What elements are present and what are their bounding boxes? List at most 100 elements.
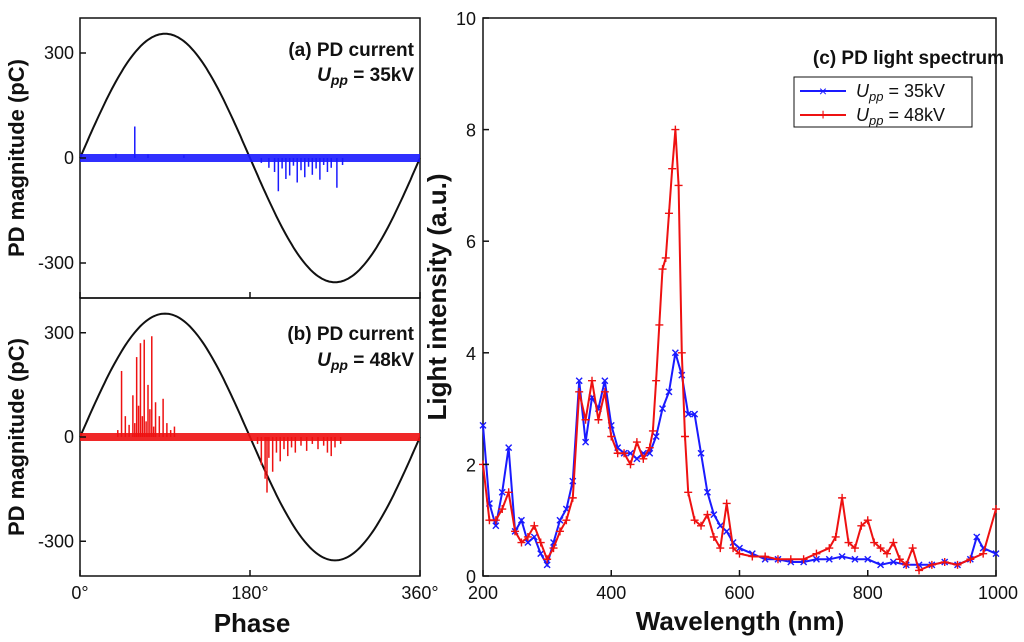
spectrum-series-1-point-64	[895, 555, 904, 564]
spectrum-series-1-point-60	[870, 538, 879, 547]
phase-xlabel: Phase	[214, 608, 291, 638]
spectrum-series-0-point-9	[537, 550, 545, 558]
spectrum-series-1-point-14	[568, 493, 577, 502]
spectrum-series-1-point-66	[908, 544, 917, 553]
panel-b-xtick-label-1: 180°	[231, 583, 268, 603]
spectrum-series-0-point-59	[973, 533, 981, 541]
panel-c-ytick-label-2: 4	[466, 344, 476, 364]
spectrum-series-1-point-67	[915, 566, 924, 575]
spectrum-series-1-point-71	[966, 555, 975, 564]
panel-a-title: (a) PD current	[288, 40, 414, 61]
panel-b-title: (b) PD current	[287, 324, 414, 345]
panel-c-xtick-label-1: 400	[596, 583, 626, 603]
spectrum-series-1-point-39	[690, 516, 699, 525]
panel-c-xtick-label-4: 1000	[978, 583, 1018, 603]
spectrum-series-1-point-28	[652, 376, 661, 385]
panel-a-pd-current-35kv: -300 0 300 (a) PD current Upp = 35kV PD ma…	[4, 17, 421, 299]
panel-a-subtitle: Upp = 35kV	[317, 65, 414, 88]
spectrum-series-1-point-9	[536, 538, 545, 547]
panel-c-xlabel: Wavelength (nm)	[636, 606, 844, 636]
legend-48kv-sub: pp	[868, 113, 883, 128]
spectrum-series-1-point-26	[645, 443, 654, 452]
spectrum-series-0-point-7	[524, 539, 532, 547]
panel-b-pulses	[80, 336, 420, 493]
panel-b-subtitle: Upp = 48kV	[317, 350, 414, 373]
spectrum-series-1-point-52	[812, 549, 821, 558]
spectrum-series-1-point-42	[709, 532, 718, 541]
panel-b-subtitle-var: U	[317, 350, 332, 371]
spectrum-series-1-point-6	[517, 538, 526, 547]
spectrum-series-0-point-33	[691, 410, 699, 418]
spectrum-series-0-point-29	[665, 388, 673, 396]
spectrum-series-0-point-2	[492, 522, 500, 530]
spectrum-series-1-point-31	[661, 253, 670, 262]
spectrum-series-0-point-12	[556, 516, 564, 524]
panel-b-ytick-label-0: -300	[38, 531, 74, 551]
panel-c-light-spectrum: 0 2 4 6 8 10 200 400 600 800 1000 Wavelength (nm)…	[422, 9, 1018, 636]
panel-a-ytick-label-1: 0	[64, 148, 74, 168]
spectrum-series-0-point-6	[517, 516, 525, 524]
spectrum-series-0-point-38	[723, 527, 731, 535]
spectrum-series-1-point-57	[850, 544, 859, 553]
panel-c-xtick-label-2: 600	[724, 583, 754, 603]
spectrum-series-1-point-8	[530, 521, 539, 530]
spectrum-series-1-point-72	[979, 549, 988, 558]
panel-c-ytick-label-5: 10	[456, 9, 476, 29]
spectrum-series-0-point-61	[992, 550, 1000, 558]
spectrum-series-1-point-3	[498, 505, 507, 514]
spectrum-series-1-point-24	[632, 438, 641, 447]
legend-35kv-marker: ×	[819, 83, 827, 99]
spectrum-series-1-point-49	[773, 555, 782, 564]
legend-48kv-var: U	[856, 105, 870, 125]
spectrum-series-1-line	[482, 129, 997, 572]
spectrum-series-1-point-29	[655, 320, 664, 329]
spectrum-series-1-point-53	[825, 544, 834, 553]
spectrum-series-0-point-8	[530, 533, 538, 541]
spectrum-series-1-point-20	[607, 432, 616, 441]
spectrum-series-0-line	[482, 352, 997, 568]
spectrum-series-1-point-62	[882, 549, 891, 558]
legend-35kv-value: = 35kV	[883, 81, 945, 101]
panel-c-y-ticks: 0 2 4 6 8 10	[456, 9, 489, 587]
spectrum-series-1-point-68	[927, 560, 936, 569]
spectrum-series-0-point-30	[671, 349, 679, 357]
panel-c-x-ticks: 200 400 600 800 1000	[468, 570, 1018, 603]
spectrum-series-1-point-45	[729, 544, 738, 553]
panel-c-legend: × Upp = 35kV + Upp = 48kV	[793, 76, 973, 128]
spectrum-series-1-point-35	[674, 181, 683, 190]
spectrum-series-1-point-59	[863, 516, 872, 525]
spectrum-series-0-point-35	[703, 488, 711, 496]
panel-c-title: (c) PD light spectrum	[813, 48, 1004, 69]
panel-a-y-ticks: -300 0 300	[38, 43, 421, 298]
spectrum-series-1-point-51	[799, 555, 808, 564]
spectrum-series-1-point-5	[511, 527, 520, 536]
spectrum-series-1-point-25	[639, 454, 648, 463]
panel-a-subtitle-var: U	[317, 65, 332, 86]
spectrum-series-1-point-50	[786, 555, 795, 564]
spectrum-series-1-point-55	[838, 493, 847, 502]
panel-a-subtitle-value: = 35kV	[348, 65, 414, 86]
spectrum-series-1-point-32	[664, 209, 673, 218]
panel-a-noise-band	[80, 154, 420, 162]
spectrum-series-1-point-19	[600, 387, 609, 396]
panel-a-subtitle-sub: pp	[330, 72, 349, 88]
panel-b-ytick-label-2: 300	[44, 323, 74, 343]
spectrum-series-1-point-23	[626, 460, 635, 469]
spectrum-series-0-point-40	[736, 544, 743, 552]
spectrum-series-1-point-30	[658, 265, 667, 274]
spectrum-series-1-point-70	[953, 560, 962, 569]
spectrum-series-1-point-15	[575, 387, 584, 396]
panel-b-ylabel: PD magnitude (pC)	[4, 338, 29, 536]
spectrum-series-1-point-40	[697, 521, 706, 530]
panel-a-pulses	[80, 126, 420, 192]
spectrum-series-1-point-44	[722, 499, 731, 508]
panel-c-ytick-label-3: 6	[466, 232, 476, 252]
panel-b-noise-band	[80, 433, 420, 441]
spectrum-series-0-point-51	[877, 561, 885, 569]
legend-35kv-label: Upp = 35kV	[856, 81, 945, 104]
spectrum-series-0-point-15	[575, 377, 583, 385]
spectrum-series-1-point-33	[668, 164, 677, 173]
spectrum-series-1-point-11	[549, 544, 558, 553]
legend-35kv-var: U	[856, 81, 870, 101]
